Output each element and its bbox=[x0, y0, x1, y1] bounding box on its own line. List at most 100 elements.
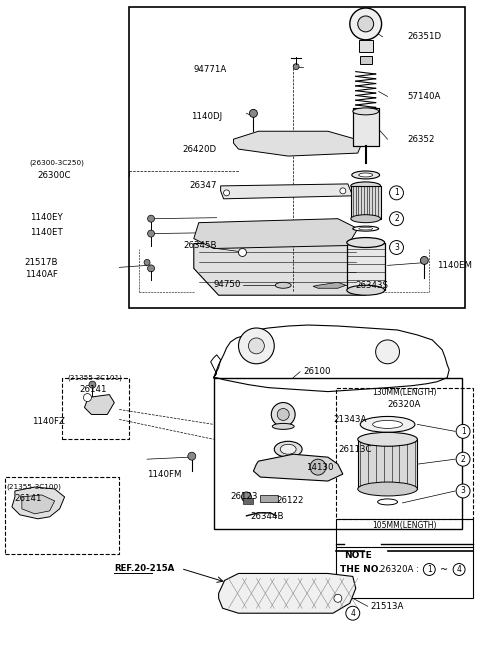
Circle shape bbox=[456, 424, 470, 438]
Circle shape bbox=[147, 265, 155, 272]
Text: 4: 4 bbox=[350, 608, 355, 618]
Ellipse shape bbox=[275, 283, 291, 288]
Text: 26351D: 26351D bbox=[408, 32, 442, 41]
Text: 26320A :: 26320A : bbox=[380, 565, 419, 574]
Text: 57140A: 57140A bbox=[408, 92, 441, 101]
Text: 1140DJ: 1140DJ bbox=[192, 112, 223, 121]
Circle shape bbox=[147, 215, 155, 222]
Circle shape bbox=[390, 212, 404, 225]
Text: 26100: 26100 bbox=[303, 367, 331, 376]
Circle shape bbox=[188, 452, 196, 460]
Ellipse shape bbox=[372, 420, 402, 428]
Bar bbox=[336, 519, 473, 599]
Text: 26122: 26122 bbox=[276, 497, 304, 505]
Ellipse shape bbox=[358, 432, 418, 446]
Text: 21517B: 21517B bbox=[25, 258, 59, 267]
Text: 105MM(LENGTH): 105MM(LENGTH) bbox=[372, 521, 437, 530]
Text: ~: ~ bbox=[440, 564, 448, 574]
Bar bbox=[260, 495, 278, 502]
Text: 1140EM: 1140EM bbox=[437, 261, 472, 270]
Text: 26141: 26141 bbox=[80, 385, 107, 394]
Bar bbox=[214, 378, 462, 529]
Bar bbox=[336, 388, 473, 519]
Circle shape bbox=[249, 338, 264, 354]
Polygon shape bbox=[313, 283, 346, 288]
Text: 26113C: 26113C bbox=[338, 445, 372, 454]
Circle shape bbox=[277, 409, 289, 420]
Text: 26344B: 26344B bbox=[251, 512, 284, 521]
Text: 26141: 26141 bbox=[14, 495, 41, 503]
Ellipse shape bbox=[274, 442, 302, 457]
Circle shape bbox=[456, 484, 470, 498]
Circle shape bbox=[334, 595, 342, 602]
Text: 26352: 26352 bbox=[408, 135, 435, 144]
Polygon shape bbox=[234, 131, 363, 156]
Circle shape bbox=[84, 394, 91, 401]
Ellipse shape bbox=[353, 226, 379, 231]
Polygon shape bbox=[218, 574, 356, 613]
Circle shape bbox=[241, 492, 252, 502]
Text: (21355-3C100): (21355-3C100) bbox=[6, 484, 61, 490]
Bar bbox=[243, 498, 253, 504]
Ellipse shape bbox=[351, 215, 381, 223]
Polygon shape bbox=[12, 487, 65, 519]
Ellipse shape bbox=[359, 173, 372, 177]
Text: NOTE: NOTE bbox=[344, 551, 372, 560]
Ellipse shape bbox=[353, 108, 379, 115]
Text: 1140AF: 1140AF bbox=[25, 270, 58, 279]
Text: 130MM(LENGTH): 130MM(LENGTH) bbox=[372, 388, 437, 397]
Polygon shape bbox=[253, 454, 343, 481]
Circle shape bbox=[144, 260, 150, 265]
Polygon shape bbox=[194, 240, 372, 295]
Bar bbox=[5, 477, 119, 554]
Circle shape bbox=[456, 452, 470, 466]
Text: 26420D: 26420D bbox=[182, 145, 216, 154]
Bar bbox=[347, 242, 384, 290]
Text: 26300C: 26300C bbox=[38, 171, 71, 181]
Text: 1: 1 bbox=[427, 565, 432, 574]
Text: 1140EY: 1140EY bbox=[30, 214, 62, 222]
Bar bbox=[358, 440, 418, 489]
Polygon shape bbox=[194, 219, 358, 248]
Circle shape bbox=[340, 188, 346, 194]
Text: REF.20-215A: REF.20-215A bbox=[114, 564, 175, 573]
Text: (21355-3C101): (21355-3C101) bbox=[68, 374, 122, 381]
Circle shape bbox=[350, 8, 382, 40]
Circle shape bbox=[224, 190, 229, 196]
Text: 26347: 26347 bbox=[189, 181, 216, 191]
Text: 1: 1 bbox=[461, 427, 466, 436]
Bar bbox=[353, 108, 379, 146]
Bar bbox=[61, 378, 129, 440]
Text: 21513A: 21513A bbox=[371, 602, 404, 611]
Circle shape bbox=[346, 606, 360, 620]
Circle shape bbox=[239, 248, 246, 256]
Text: THE NO.: THE NO. bbox=[340, 565, 382, 574]
Text: 94750: 94750 bbox=[213, 280, 240, 289]
Bar bbox=[360, 56, 372, 64]
Text: 1140ET: 1140ET bbox=[30, 228, 62, 237]
Text: 94771A: 94771A bbox=[193, 65, 227, 74]
Text: 26345B: 26345B bbox=[183, 241, 216, 250]
Circle shape bbox=[453, 564, 465, 576]
Polygon shape bbox=[221, 184, 353, 199]
Polygon shape bbox=[22, 495, 55, 514]
Circle shape bbox=[293, 64, 299, 70]
Bar bbox=[353, 108, 379, 146]
Circle shape bbox=[250, 109, 257, 118]
Ellipse shape bbox=[347, 285, 384, 295]
Circle shape bbox=[310, 459, 326, 475]
Text: 4: 4 bbox=[456, 565, 462, 574]
Circle shape bbox=[239, 328, 274, 364]
Text: 3: 3 bbox=[394, 243, 399, 252]
Circle shape bbox=[271, 403, 295, 426]
Ellipse shape bbox=[378, 499, 397, 505]
Polygon shape bbox=[84, 395, 114, 415]
Circle shape bbox=[147, 230, 155, 237]
Ellipse shape bbox=[360, 417, 415, 432]
Ellipse shape bbox=[358, 482, 418, 496]
Text: 3: 3 bbox=[461, 486, 466, 495]
Ellipse shape bbox=[280, 444, 296, 454]
Bar bbox=[129, 7, 465, 308]
Ellipse shape bbox=[347, 238, 384, 248]
Circle shape bbox=[390, 186, 404, 200]
